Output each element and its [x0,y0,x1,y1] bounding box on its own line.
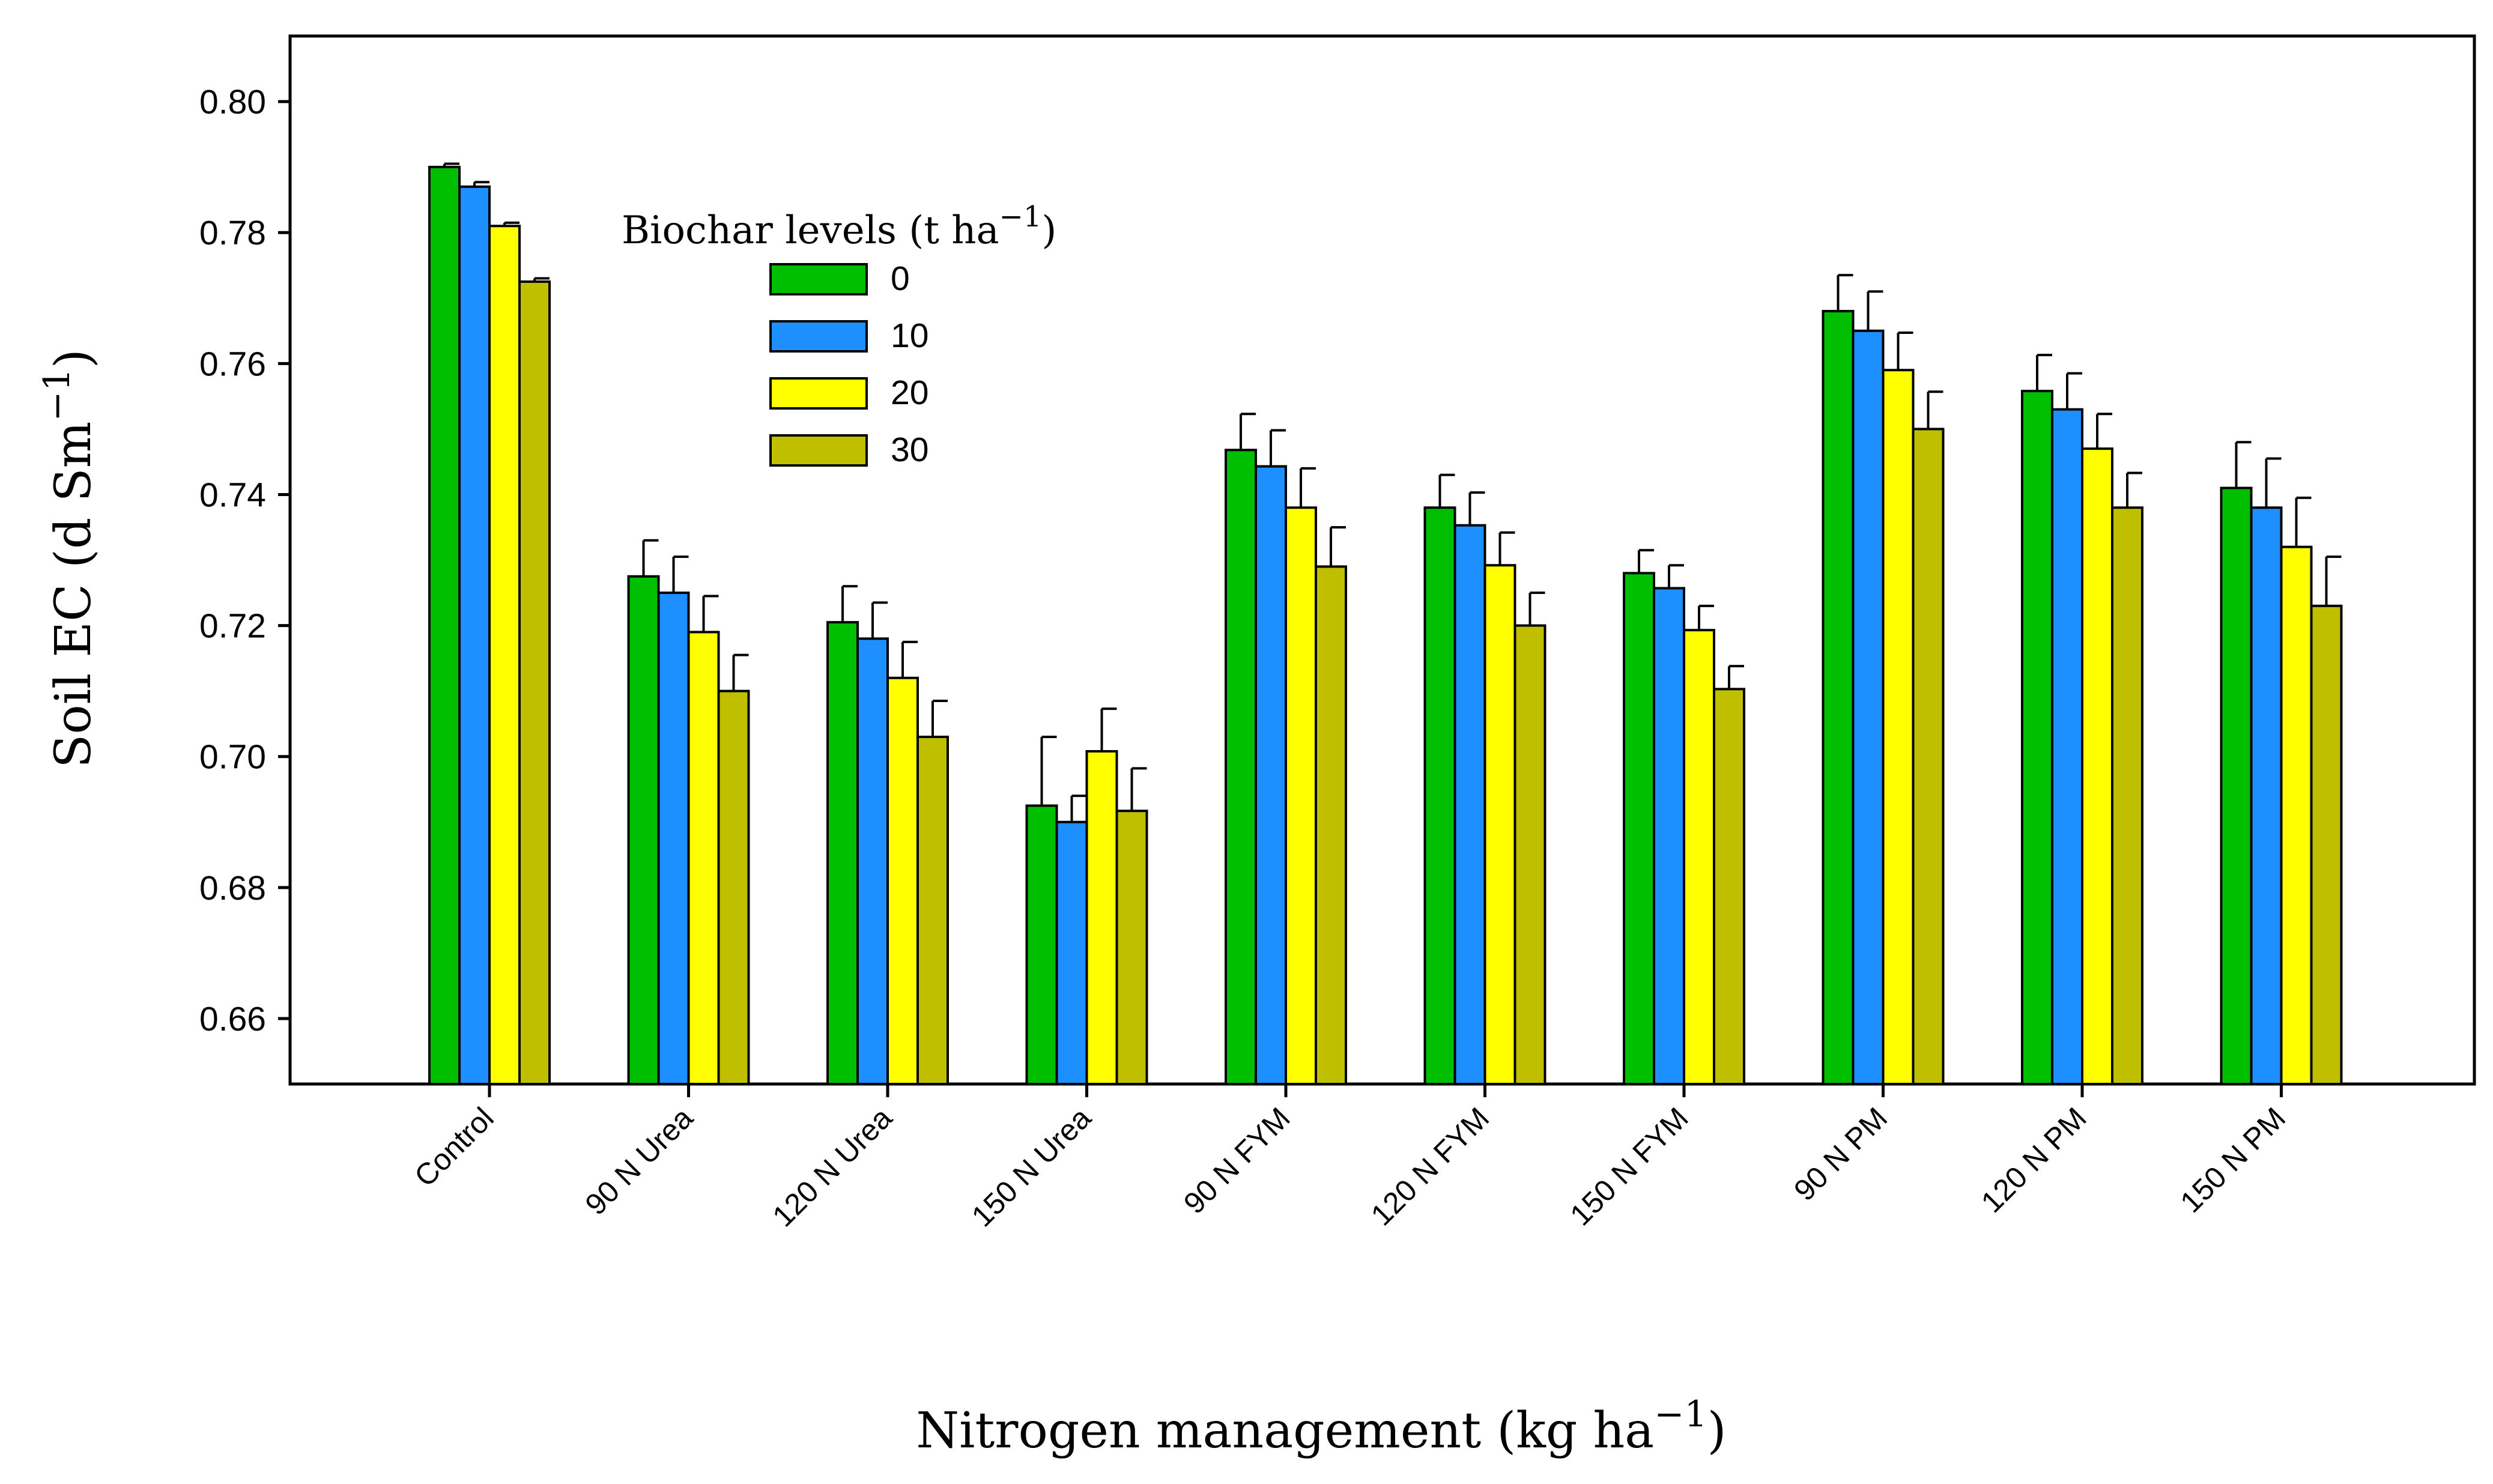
bar-20 [1085,750,1118,1085]
bar-10 [1852,329,1885,1085]
x-tick-label: 150 N Urea [965,1101,1098,1234]
bar-20 [687,631,720,1085]
y-tick-label: 0.72 [199,607,266,646]
x-tick-label: 120 N PM [1975,1101,2093,1219]
bar-20 [488,225,521,1085]
bar-10 [1653,587,1685,1085]
y-axis-title-superscript: −1 [36,368,78,421]
bar-30 [717,689,750,1085]
y-tick-label: 0.70 [199,738,266,777]
bar-30 [2111,506,2143,1085]
bar-20 [886,676,919,1085]
bar-0 [627,575,660,1085]
x-axis-title: Nitrogen management (kg ha−1) [916,1393,1726,1459]
bar-10 [1255,465,1287,1085]
bar-30 [2310,604,2343,1085]
bar-30 [518,280,551,1085]
legend-title: Biochar levels (t ha−1) [622,200,1056,253]
bar-20 [1683,629,1715,1085]
plot-frame [288,34,2476,1086]
x-tick-label: 120 N Urea [766,1101,898,1234]
bar-0 [1623,572,1655,1085]
x-tick-label: 150 N FYM [1563,1101,1694,1232]
y-axis: 0.66 0.68 0.70 0.72 0.74 0.76 0.78 0.80 [199,83,290,1038]
y-tick-label: 0.78 [199,214,266,252]
bar-0 [826,621,859,1085]
legend: Biochar levels (t ha−1) 0 10 20 30 [622,200,1056,469]
bar-0 [1423,506,1456,1085]
bar-20 [2280,545,2313,1085]
x-tick-label: 90 N Urea [579,1101,700,1222]
bar-10 [657,592,690,1085]
bar-0 [1822,310,1855,1085]
legend-title-superscript: −1 [999,200,1042,234]
bar-30 [1115,810,1148,1085]
y-axis-title: Soil EC (d Sm−1) [36,349,102,768]
bar-10 [458,185,491,1085]
bar-10 [2250,506,2283,1085]
y-tick-label: 0.80 [199,83,266,121]
bar-30 [1713,688,1745,1085]
bar-0 [1025,804,1058,1085]
bar-10 [1453,524,1486,1085]
x-tick-label: 90 N PM [1787,1101,1894,1207]
x-axis-title-superscript: −1 [1654,1393,1707,1435]
y-tick-label: 0.66 [199,1000,266,1038]
bar-30 [916,735,949,1085]
legend-label: 30 [891,431,928,469]
y-tick-label: 0.74 [199,476,266,514]
legend-label: 0 [891,259,910,298]
y-tick-label: 0.76 [199,345,266,383]
bar-0 [428,166,461,1085]
x-tick-label: 90 N FYM [1177,1101,1297,1220]
bar-0 [2220,486,2253,1085]
bar-20 [1285,506,1317,1085]
legend-swatch-0 [769,263,868,295]
x-axis: Control 90 N Urea 120 N Urea 150 N Urea 90 N… [408,1084,2292,1234]
x-tick-label: 120 N FYM [1365,1101,1495,1232]
bar-10 [856,637,889,1085]
bar-10 [2051,408,2083,1085]
bar-20 [1882,369,1915,1085]
bar-20 [2081,447,2113,1085]
bar-10 [1055,820,1088,1085]
x-tick-label: Control [408,1101,500,1193]
legend-swatch-10 [769,320,868,353]
bars [428,162,2343,1085]
bar-30 [1315,565,1347,1085]
legend-swatch-20 [769,377,868,410]
bar-20 [1483,564,1516,1085]
legend-label: 10 [891,316,928,355]
legend-label: 20 [891,374,928,412]
bar-30 [1513,624,1546,1085]
bar-0 [2021,390,2053,1085]
legend-swatch-30 [769,434,868,467]
y-tick-label: 0.68 [199,869,266,907]
bar-0 [1225,449,1257,1085]
bar-30 [1912,428,1945,1085]
x-tick-label: 150 N PM [2173,1101,2292,1219]
